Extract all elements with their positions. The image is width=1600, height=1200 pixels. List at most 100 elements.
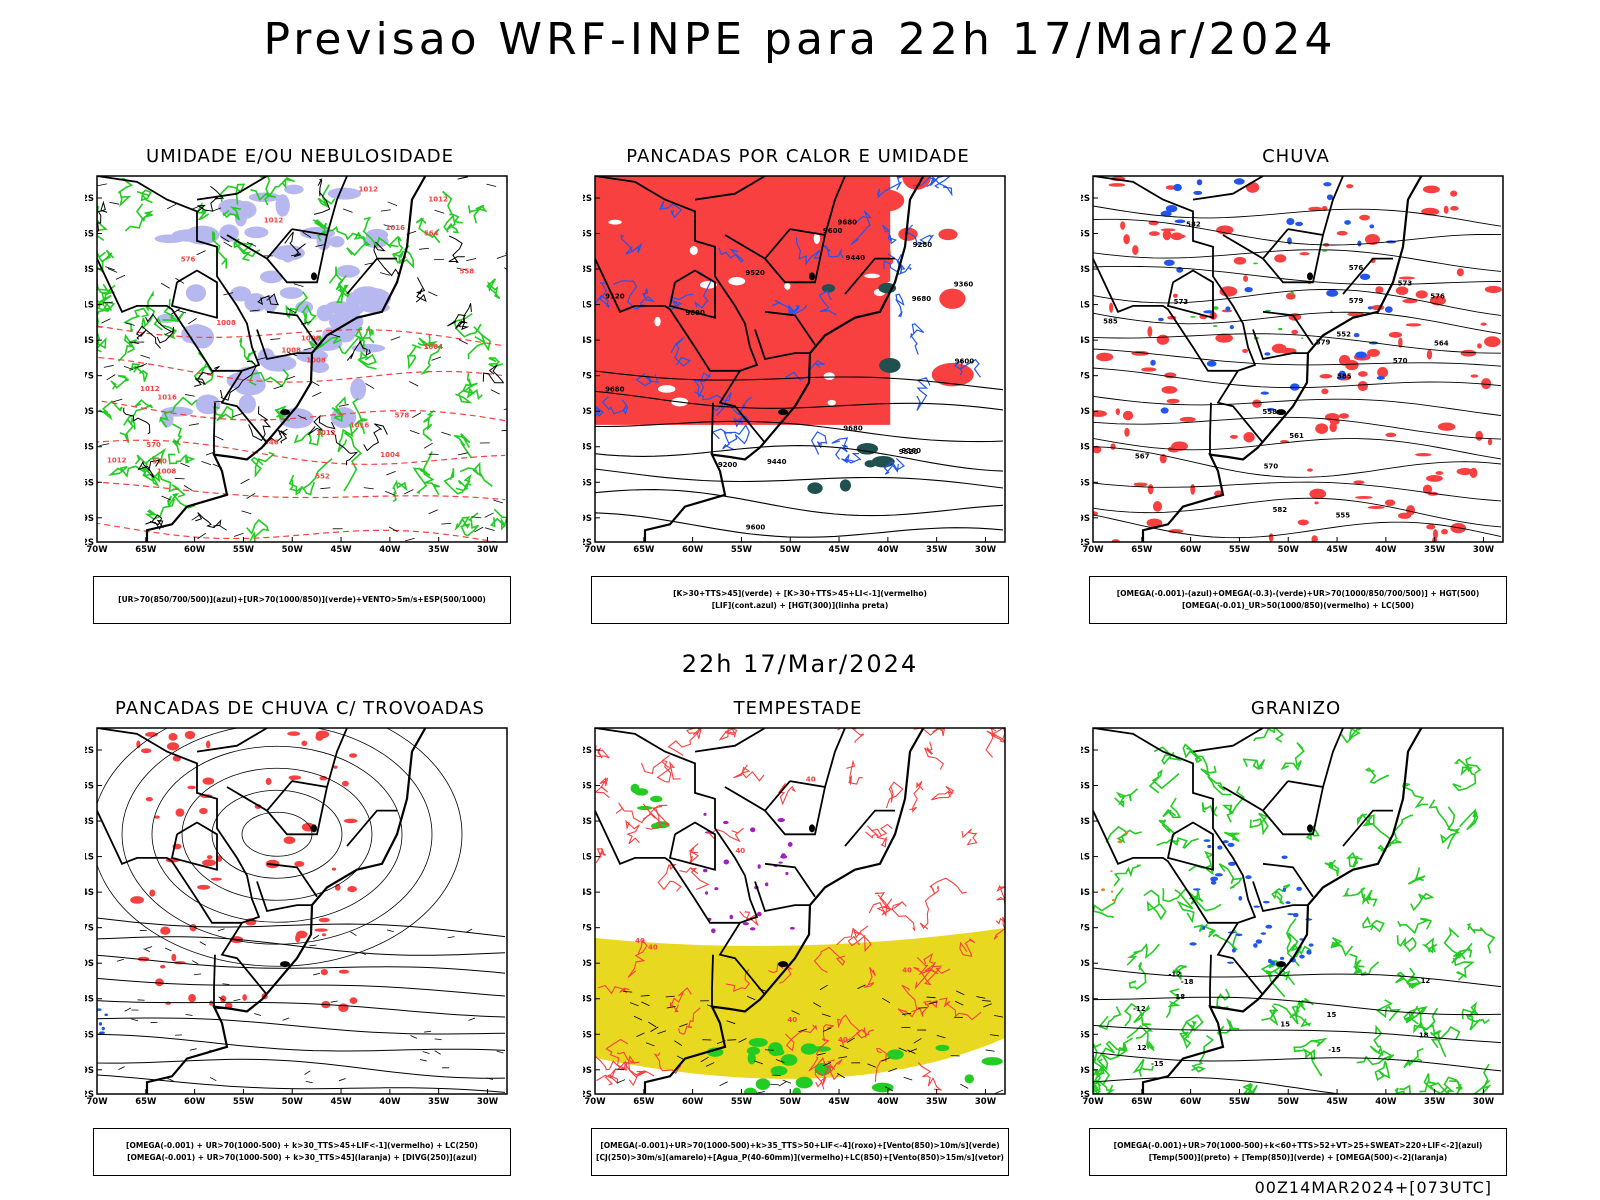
contour-label: 9680: [605, 385, 625, 393]
contour-squiggle: [1271, 883, 1291, 905]
wind-vector: [633, 1015, 643, 1021]
wind-vector: [782, 1079, 792, 1084]
contour-label: 576: [1349, 264, 1364, 272]
wind-vector: [101, 318, 111, 324]
lat-label: 24S: [583, 888, 592, 898]
contour-line: [97, 439, 506, 465]
plot-area: 1012101210081016101210161008100410041008…: [97, 176, 507, 542]
wind-vector: [666, 1006, 676, 1009]
wind-vector: [211, 207, 222, 212]
shading-blob: [879, 357, 901, 373]
wind-vector: [936, 1034, 946, 1039]
wind-vector: [109, 201, 120, 205]
shading-blob: [1369, 224, 1375, 229]
plot-area: -12 -12 -15 -15 -18 12 12 15 15 18 18: [1093, 728, 1502, 1094]
contour-squiggle: [288, 474, 304, 496]
contour-label: 40: [735, 847, 745, 855]
shading-blob: [1202, 925, 1206, 930]
shading-blob: [154, 234, 186, 244]
lagoon: [778, 409, 788, 416]
shading-blob: [1117, 840, 1123, 844]
lon-label: 35W: [926, 545, 948, 555]
wind-vector: [700, 1056, 709, 1063]
shading-blob: [703, 812, 707, 816]
state-border: [1252, 329, 1308, 361]
lon-label: 45W: [330, 545, 352, 555]
lon-label: 55W: [1229, 1097, 1251, 1107]
wind-vector: [303, 347, 314, 351]
contour-squiggle: [250, 176, 276, 202]
plot-frame: [1092, 727, 1504, 1095]
wind-vector: [171, 308, 181, 315]
contour-squiggle: [352, 398, 368, 434]
state-border: [754, 329, 810, 361]
contour-squiggle: [1340, 728, 1362, 744]
contour-label: 9600: [955, 357, 975, 365]
shading-blob: [1152, 501, 1163, 512]
contour-squiggle: [97, 200, 108, 233]
shading-blob: [827, 399, 836, 406]
wind-vector: [194, 973, 202, 976]
contour-squiggle: [406, 344, 422, 370]
contour-squiggle: [622, 1061, 655, 1078]
contour-label: 9600: [823, 227, 843, 235]
shading-blob: [1233, 178, 1245, 185]
contour-squiggle: [415, 217, 441, 244]
wind-vector: [218, 996, 225, 1001]
contour-squiggle: [248, 406, 272, 442]
shading-blob: [290, 777, 296, 781]
contour-line: [97, 936, 506, 956]
contour-squiggle: [1093, 887, 1124, 919]
map-granizo: -12 -12 -15 -15 -18 12 12 15 15 18 18 12S 15S 18S 21S 2…: [1081, 727, 1504, 1107]
contour-squiggle: [985, 733, 1005, 758]
state-border: [1209, 954, 1212, 1007]
contour-label: 558: [1262, 408, 1277, 416]
shading-blob: [723, 859, 730, 865]
contour-squiggle: [1408, 1006, 1428, 1028]
wind-vector: [465, 928, 473, 933]
shading-blob: [244, 226, 269, 239]
shading-blob: [1484, 336, 1501, 348]
wind-vector: [330, 1000, 338, 1003]
contour-squiggle: [1369, 1024, 1384, 1057]
contour-label: -18: [1181, 978, 1194, 986]
wind-vector: [770, 1083, 780, 1086]
shading-blob: [1481, 378, 1492, 390]
lat-label: 36S: [1081, 1030, 1090, 1040]
shading-blob: [338, 1003, 349, 1013]
contour-squiggle: [1174, 889, 1195, 924]
shading-blob: [349, 753, 358, 758]
legend-line: [OMEGA(-0.001)+UR>70(1000-500)+k<60+TTS>…: [1113, 1141, 1483, 1150]
contour-squiggle: [1440, 806, 1461, 844]
contour-squiggle: [1126, 943, 1160, 966]
contour-label: 40: [635, 937, 645, 945]
contour-squiggle: [358, 326, 374, 352]
contour-squiggle: [914, 957, 939, 990]
shading-blob: [301, 740, 308, 747]
contour-squiggle: [865, 825, 883, 839]
state-border: [256, 329, 312, 361]
panel-title: PANCADAS DE CHUVA C/ TROVOADAS: [115, 698, 485, 719]
contour-line: [595, 489, 1004, 517]
shading-blob: [790, 926, 795, 930]
wind-vector: [192, 960, 199, 965]
shading-blob: [1357, 380, 1369, 392]
contour-label: 9520: [899, 448, 919, 456]
wind-vector: [857, 984, 866, 990]
contour-squiggle: [1443, 926, 1473, 958]
shading-blob: [1252, 399, 1262, 408]
shading-blob: [1358, 371, 1368, 377]
shading-blob: [1299, 252, 1310, 256]
wind-vector: [350, 931, 357, 937]
contour-squiggle: [1324, 859, 1340, 877]
contour-squiggle: [1345, 851, 1363, 868]
lagoon: [1276, 961, 1286, 968]
contour-label: 555: [1336, 512, 1351, 520]
wind-vector: [222, 983, 230, 985]
contour-squiggle: [795, 237, 821, 266]
wind-vector: [755, 1091, 765, 1094]
legend-line: [LIF](cont.azul) + [HGT(300)](linha pret…: [711, 601, 889, 610]
shading-blob: [1120, 221, 1126, 230]
contour-squiggle: [1242, 758, 1266, 770]
shading-blob: [702, 868, 708, 873]
